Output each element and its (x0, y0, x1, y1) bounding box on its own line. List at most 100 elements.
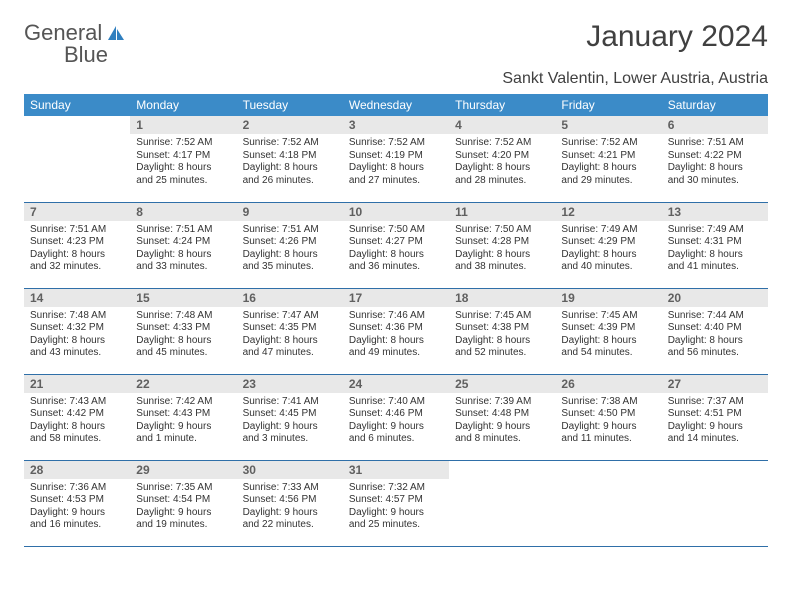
day-details: Sunrise: 7:51 AMSunset: 4:23 PMDaylight:… (24, 221, 130, 278)
sunrise-line: Sunrise: 7:45 AM (455, 310, 549, 323)
weekday-header: Thursday (449, 94, 555, 116)
day-number: 24 (343, 375, 449, 393)
day-number: 29 (130, 461, 236, 479)
day-details: Sunrise: 7:46 AMSunset: 4:36 PMDaylight:… (343, 307, 449, 364)
calendar-day-cell: 11Sunrise: 7:50 AMSunset: 4:28 PMDayligh… (449, 202, 555, 288)
daylight-line: Daylight: 8 hours and 28 minutes. (455, 162, 549, 187)
day-details: Sunrise: 7:52 AMSunset: 4:19 PMDaylight:… (343, 134, 449, 191)
daylight-line: Daylight: 8 hours and 49 minutes. (349, 335, 443, 360)
sunrise-line: Sunrise: 7:52 AM (455, 137, 549, 150)
sunset-line: Sunset: 4:33 PM (136, 322, 230, 335)
daylight-line: Daylight: 8 hours and 56 minutes. (668, 335, 762, 360)
sunset-line: Sunset: 4:21 PM (561, 150, 655, 163)
day-details: Sunrise: 7:52 AMSunset: 4:20 PMDaylight:… (449, 134, 555, 191)
daylight-line: Daylight: 9 hours and 16 minutes. (30, 507, 124, 532)
daylight-line: Daylight: 8 hours and 26 minutes. (243, 162, 337, 187)
weekday-header-row: Sunday Monday Tuesday Wednesday Thursday… (24, 94, 768, 116)
weekday-header: Friday (555, 94, 661, 116)
day-number: 14 (24, 289, 130, 307)
sunset-line: Sunset: 4:26 PM (243, 236, 337, 249)
calendar-day-cell: 13Sunrise: 7:49 AMSunset: 4:31 PMDayligh… (662, 202, 768, 288)
calendar-day-cell: 21Sunrise: 7:43 AMSunset: 4:42 PMDayligh… (24, 374, 130, 460)
sunset-line: Sunset: 4:56 PM (243, 494, 337, 507)
sunrise-line: Sunrise: 7:50 AM (455, 224, 549, 237)
sunrise-line: Sunrise: 7:51 AM (243, 224, 337, 237)
calendar-day-cell: 3Sunrise: 7:52 AMSunset: 4:19 PMDaylight… (343, 116, 449, 202)
sunset-line: Sunset: 4:23 PM (30, 236, 124, 249)
sunrise-line: Sunrise: 7:51 AM (136, 224, 230, 237)
sunrise-line: Sunrise: 7:47 AM (243, 310, 337, 323)
sunrise-line: Sunrise: 7:44 AM (668, 310, 762, 323)
sunset-line: Sunset: 4:17 PM (136, 150, 230, 163)
day-details: Sunrise: 7:41 AMSunset: 4:45 PMDaylight:… (237, 393, 343, 450)
day-details: Sunrise: 7:49 AMSunset: 4:29 PMDaylight:… (555, 221, 661, 278)
sunset-line: Sunset: 4:35 PM (243, 322, 337, 335)
sunrise-line: Sunrise: 7:51 AM (30, 224, 124, 237)
day-details: Sunrise: 7:52 AMSunset: 4:21 PMDaylight:… (555, 134, 661, 191)
day-details: Sunrise: 7:45 AMSunset: 4:39 PMDaylight:… (555, 307, 661, 364)
day-details: Sunrise: 7:35 AMSunset: 4:54 PMDaylight:… (130, 479, 236, 536)
day-details: Sunrise: 7:43 AMSunset: 4:42 PMDaylight:… (24, 393, 130, 450)
day-details: Sunrise: 7:51 AMSunset: 4:24 PMDaylight:… (130, 221, 236, 278)
sunset-line: Sunset: 4:54 PM (136, 494, 230, 507)
day-details: Sunrise: 7:45 AMSunset: 4:38 PMDaylight:… (449, 307, 555, 364)
calendar-day-cell: 19Sunrise: 7:45 AMSunset: 4:39 PMDayligh… (555, 288, 661, 374)
daylight-line: Daylight: 8 hours and 27 minutes. (349, 162, 443, 187)
day-details: Sunrise: 7:48 AMSunset: 4:33 PMDaylight:… (130, 307, 236, 364)
daylight-line: Daylight: 8 hours and 25 minutes. (136, 162, 230, 187)
daylight-line: Daylight: 8 hours and 47 minutes. (243, 335, 337, 360)
day-number: 17 (343, 289, 449, 307)
day-number: 7 (24, 203, 130, 221)
day-details: Sunrise: 7:49 AMSunset: 4:31 PMDaylight:… (662, 221, 768, 278)
day-number: 10 (343, 203, 449, 221)
day-number: 4 (449, 116, 555, 134)
daylight-line: Daylight: 8 hours and 45 minutes. (136, 335, 230, 360)
calendar-day-cell: 6Sunrise: 7:51 AMSunset: 4:22 PMDaylight… (662, 116, 768, 202)
day-number: 23 (237, 375, 343, 393)
day-number: 22 (130, 375, 236, 393)
daylight-line: Daylight: 8 hours and 32 minutes. (30, 249, 124, 274)
sunrise-line: Sunrise: 7:32 AM (349, 482, 443, 495)
day-number: 3 (343, 116, 449, 134)
daylight-line: Daylight: 9 hours and 25 minutes. (349, 507, 443, 532)
day-number: 11 (449, 203, 555, 221)
day-number: 21 (24, 375, 130, 393)
sunset-line: Sunset: 4:42 PM (30, 408, 124, 421)
calendar-day-cell (555, 460, 661, 546)
sunset-line: Sunset: 4:40 PM (668, 322, 762, 335)
sunrise-line: Sunrise: 7:40 AM (349, 396, 443, 409)
calendar-week-row: 14 Sunrise: 7:48 AMSunset: 4:32 PM Dayligh… (24, 288, 768, 374)
calendar-day-cell: 26Sunrise: 7:38 AMSunset: 4:50 PMDayligh… (555, 374, 661, 460)
sunrise-line: Sunrise: 7:36 AM (30, 482, 124, 495)
day-number: 1 (130, 116, 236, 134)
day-details: Sunrise: 7:51 AMSunset: 4:22 PMDaylight:… (662, 134, 768, 191)
day-details: Sunrise: 7:37 AMSunset: 4:51 PMDaylight:… (662, 393, 768, 450)
calendar-day-cell: 14Sunrise: 7:48 AMSunset: 4:32 PMDayligh… (24, 288, 130, 374)
day-number: 30 (237, 461, 343, 479)
calendar-day-cell: 18Sunrise: 7:45 AMSunset: 4:38 PMDayligh… (449, 288, 555, 374)
sunrise-line: Sunrise: 7:48 AM (30, 310, 124, 323)
sunrise-line: Sunrise: 7:43 AM (30, 396, 124, 409)
sunrise-line: Sunrise: 7:46 AM (349, 310, 443, 323)
day-details: Sunrise: 7:50 AMSunset: 4:27 PMDaylight:… (343, 221, 449, 278)
day-number: 18 (449, 289, 555, 307)
calendar-day-cell: 29Sunrise: 7:35 AMSunset: 4:54 PMDayligh… (130, 460, 236, 546)
day-number: 20 (662, 289, 768, 307)
sunset-line: Sunset: 4:50 PM (561, 408, 655, 421)
day-number: 2 (237, 116, 343, 134)
daylight-line: Daylight: 8 hours and 41 minutes. (668, 249, 762, 274)
calendar-day-cell (449, 460, 555, 546)
daylight-line: Daylight: 8 hours and 40 minutes. (561, 249, 655, 274)
day-number: 8 (130, 203, 236, 221)
daylight-line: Daylight: 8 hours and 29 minutes. (561, 162, 655, 187)
sunset-line: Sunset: 4:32 PM (30, 322, 124, 335)
calendar-day-cell: 30Sunrise: 7:33 AMSunset: 4:56 PMDayligh… (237, 460, 343, 546)
sunrise-line: Sunrise: 7:38 AM (561, 396, 655, 409)
calendar-day-cell: 23Sunrise: 7:41 AMSunset: 4:45 PMDayligh… (237, 374, 343, 460)
daylight-line: Daylight: 8 hours and 52 minutes. (455, 335, 549, 360)
calendar-day-cell: 20 Sunrise: 7:44 AMSunset: 4:40 PMDayligh… (662, 288, 768, 374)
sunrise-line: Sunrise: 7:39 AM (455, 396, 549, 409)
day-number: 6 (662, 116, 768, 134)
sunrise-line: Sunrise: 7:52 AM (243, 137, 337, 150)
sunset-line: Sunset: 4:29 PM (561, 236, 655, 249)
